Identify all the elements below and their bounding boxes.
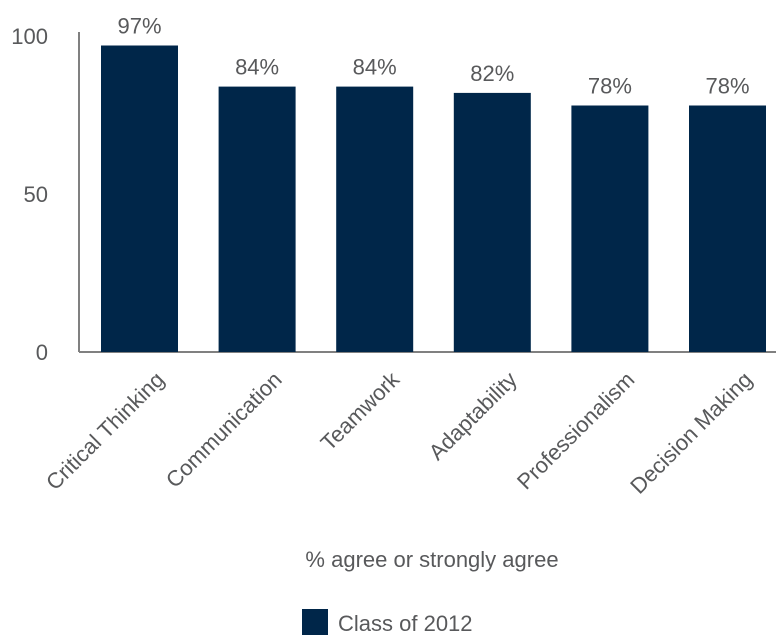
bar bbox=[218, 86, 296, 352]
data-label: 97% bbox=[117, 14, 161, 39]
bar bbox=[689, 105, 766, 352]
category-label: Critical Thinking bbox=[41, 367, 169, 495]
data-labels: 97% 84% 84% 82% 78% 78% bbox=[117, 14, 749, 99]
category-label: Adaptability bbox=[424, 367, 522, 465]
legend: Class of 2012 bbox=[302, 609, 473, 636]
x-axis-title: % agree or strongly agree bbox=[305, 547, 558, 572]
data-label: 84% bbox=[235, 55, 279, 80]
y-tick-label: 0 bbox=[36, 340, 48, 365]
bar bbox=[101, 45, 178, 352]
y-tick-label: 100 bbox=[11, 24, 48, 49]
y-tick-label: 50 bbox=[24, 182, 48, 207]
data-label: 84% bbox=[353, 55, 397, 80]
category-label: Communication bbox=[161, 367, 287, 493]
category-label: Teamwork bbox=[316, 366, 405, 455]
bar bbox=[453, 92, 531, 353]
category-label: Decision Making bbox=[625, 367, 757, 499]
bar-series bbox=[101, 45, 766, 353]
category-label: Professionalism bbox=[512, 367, 639, 494]
data-label: 78% bbox=[705, 74, 749, 99]
legend-swatch bbox=[302, 609, 328, 635]
bar bbox=[571, 105, 649, 352]
data-label: 78% bbox=[588, 74, 632, 99]
data-label: 82% bbox=[470, 61, 514, 86]
y-axis-ticks: 0 50 100 bbox=[11, 24, 48, 365]
bar bbox=[336, 86, 414, 352]
legend-label: Class of 2012 bbox=[338, 611, 473, 636]
